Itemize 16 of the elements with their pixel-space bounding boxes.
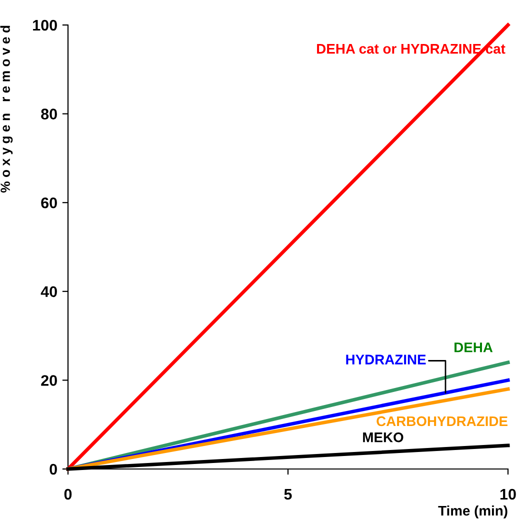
- y-tick-label: 40: [40, 286, 57, 298]
- y-tick-label: 0: [50, 464, 57, 475]
- text: HYDRAZINE: [346, 354, 426, 364]
- x-tick-label: 10: [500, 488, 516, 500]
- y-tick-label: 100: [33, 20, 57, 31]
- series-label: CARBOHYDRAZIDE: [376, 416, 508, 426]
- y-tick-label: 80: [41, 108, 57, 120]
- series-label: MEKO: [363, 432, 404, 442]
- y-axis-title: % o x y g e n r e m o v e d: [0, 26, 13, 193]
- x-tick-label: 0: [64, 488, 72, 500]
- y-tick-label: 60: [41, 197, 57, 208]
- series-label: DEHA cat or HYDRAZINE cat: [317, 44, 506, 54]
- series-label: DEHA: [454, 342, 493, 352]
- x-axis-title: Time (min): [438, 505, 508, 518]
- x-tick-label: 5: [284, 489, 292, 500]
- y-tick-label: 20: [41, 375, 57, 386]
